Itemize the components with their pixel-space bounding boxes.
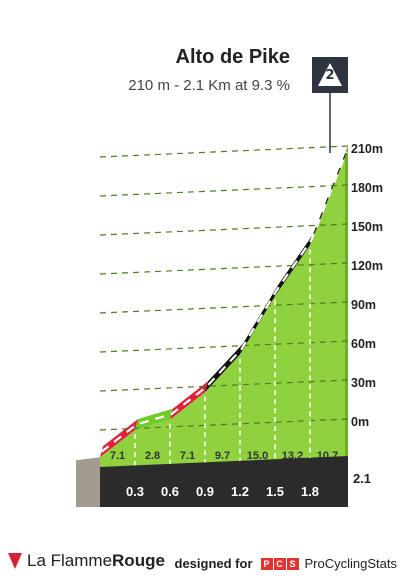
- elevation-tick-label-90: 90m: [351, 298, 376, 312]
- elevation-tick-label-0: 0m: [351, 415, 369, 429]
- km-tick-label-1.5: 1.5: [266, 484, 284, 499]
- brand-logo: La Flamme Rouge: [8, 551, 165, 571]
- elevation-gridline-180: [99, 184, 349, 197]
- profile-face: [100, 157, 345, 467]
- designed-for-label: designed for: [174, 556, 253, 571]
- elevation-tick-label-120: 120m: [351, 259, 383, 273]
- category-number: 2: [325, 68, 335, 83]
- elevation-gridline-0: [99, 418, 349, 431]
- pcs-logo-c: C: [273, 557, 286, 570]
- road-centerline: [100, 151, 348, 453]
- gradient-label-5: 15.0: [247, 450, 268, 462]
- gradient-label-1: 7.1: [110, 450, 125, 462]
- category-badge: 2: [312, 57, 348, 93]
- elevation-gridline-210: [99, 145, 349, 158]
- elevation-tick-label-210: 210m: [351, 142, 383, 156]
- flame-flag-icon: [8, 553, 22, 569]
- km-tick-label-1.8: 1.8: [301, 484, 319, 499]
- road-segment-2: [135, 408, 173, 430]
- elevation-tick-label-60: 60m: [351, 337, 376, 351]
- km-tick-label-0.3: 0.3: [126, 484, 144, 499]
- elevation-gridline-90: [99, 301, 349, 314]
- profile-base: [100, 456, 348, 507]
- elevation-gridline-150: [99, 223, 349, 236]
- climb-subtitle: 210 m - 2.1 Km at 9.3 %: [128, 77, 290, 94]
- gradient-label-3: 7.1: [180, 450, 195, 462]
- elevation-gridline-30: [99, 379, 349, 392]
- pcs-logo-s: S: [286, 557, 299, 570]
- km-tick-label-1.2: 1.2: [231, 484, 249, 499]
- elevation-gridline-60: [99, 340, 349, 353]
- elevation-gridline-120: [99, 262, 349, 275]
- km-tick-label-0.9: 0.9: [196, 484, 214, 499]
- km-tick-label-2.1: 2.1: [353, 471, 371, 486]
- km-tick-label-0.6: 0.6: [161, 484, 179, 499]
- climb-title: Alto de Pike: [175, 46, 290, 68]
- brand-name-light: La Flamme: [27, 551, 113, 570]
- elevation-tick-label-30: 30m: [351, 376, 376, 390]
- profile-side: [345, 146, 348, 467]
- pcs-name: ProCyclingStats: [304, 556, 397, 571]
- gradient-label-2: 2.8: [145, 450, 160, 462]
- brand-name-bold: Rouge: [112, 551, 165, 570]
- elevation-tick-label-150: 150m: [351, 220, 383, 234]
- gradient-label-4: 9.7: [215, 450, 230, 462]
- profile-left-wall: [76, 457, 100, 507]
- elevation-tick-label-180: 180m: [351, 181, 383, 195]
- pcs-logo-p: P: [260, 557, 273, 570]
- triangle-icon: [318, 63, 342, 86]
